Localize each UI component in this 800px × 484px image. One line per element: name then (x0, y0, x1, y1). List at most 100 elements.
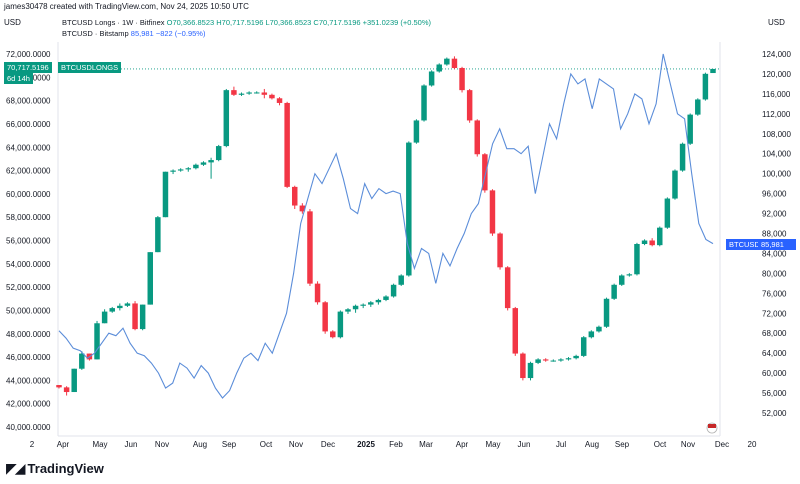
candle-body (223, 90, 230, 147)
candle-body (101, 311, 108, 324)
x-axis-label: Feb (389, 440, 403, 449)
candle-body (177, 169, 184, 171)
x-axis-label: Nov (681, 440, 695, 449)
candle-body (634, 243, 640, 275)
legend-series-1[interactable]: BTCUSD Longs · 1W · Bitfinex O70,366.852… (62, 18, 431, 27)
right-tick-label: 68,000 (762, 329, 787, 338)
x-axis-label: May (485, 440, 500, 449)
right-tick-label: 108,000 (762, 130, 791, 139)
candle-body (56, 385, 62, 388)
candle-body (307, 211, 313, 284)
right-tick-label: 56,000 (762, 389, 787, 398)
legend-series-2[interactable]: BTCUSD · Bitstamp 85,981 −822 (−0.95%) (62, 29, 205, 38)
x-axis-label: 2025 (357, 440, 375, 449)
x-axis-label: Sep (222, 440, 237, 449)
candle-body (679, 143, 686, 171)
candle-body (550, 360, 557, 362)
x-axis-label: Aug (585, 440, 599, 449)
candle-body (504, 267, 511, 309)
candle-body (360, 304, 366, 306)
candle-body (626, 274, 633, 276)
candle-body (63, 387, 70, 393)
candle-body (117, 305, 123, 309)
candle-body (428, 71, 435, 86)
candle-body (292, 186, 298, 206)
candle-body (352, 305, 359, 310)
candle-body (132, 303, 138, 330)
candle-body (580, 337, 587, 356)
candle-body (527, 362, 534, 379)
candle-body (185, 168, 192, 170)
x-axis-label: May (92, 440, 107, 449)
candle-body (421, 85, 427, 121)
candle-body (368, 302, 374, 305)
right-tick-label: 52,000 (762, 409, 787, 418)
left-tick-label: 46,000.0000 (6, 353, 51, 362)
x-axis-label: Oct (260, 440, 273, 449)
candle-body (558, 359, 564, 361)
candle-body (565, 358, 572, 360)
candle-body (299, 205, 306, 212)
candle-body (611, 284, 617, 299)
candle-body (695, 99, 701, 115)
legend-series-2-value: 85,981 (130, 29, 154, 38)
legend-series-1-ohlc: O70,366.8523 H70,717.5196 L70,366.8523 C… (166, 18, 432, 27)
chart-credit: james30478 created with TradingView.com,… (4, 2, 249, 11)
candle-body (573, 355, 579, 359)
right-tick-label: 80,000 (762, 269, 787, 278)
right-tick-label: 72,000 (762, 309, 787, 318)
left-tick-label: 56,000.0000 (6, 237, 51, 246)
right-tick-label: 84,000 (762, 249, 787, 258)
candle-body (451, 58, 458, 68)
left-tick-label: 54,000.0000 (6, 260, 51, 269)
tradingview-logo[interactable]: ◤◢ TradingView (6, 460, 104, 477)
candle-body (79, 353, 85, 369)
candle-body (436, 64, 442, 72)
candle-body (162, 171, 169, 218)
candle-body (238, 93, 245, 95)
candle-body (231, 90, 237, 95)
right-tick-label: 88,000 (762, 230, 787, 239)
candle-body (474, 120, 480, 155)
left-tick-label: 64,000.0000 (6, 143, 51, 152)
candle-body (657, 227, 663, 246)
candle-body (482, 154, 488, 191)
last-price-tag: 70,717.5196 (4, 62, 52, 73)
tradingview-logo-text: TradingView (27, 461, 104, 476)
left-tick-label: 42,000.0000 (6, 400, 51, 409)
left-tick-label: 66,000.0000 (6, 120, 51, 129)
x-axis-label: Dec (321, 440, 335, 449)
right-tick-label: 96,000 (762, 190, 787, 199)
candle-body (497, 233, 503, 268)
candle-body (337, 311, 344, 338)
legend-series-2-change: −822 (−0.95%) (155, 29, 206, 38)
legend-series-1-name: BTCUSD Longs · 1W · Bitfinex (62, 18, 165, 27)
candle-body (664, 198, 671, 228)
candle-body (124, 303, 131, 306)
x-axis-label: Dec (715, 440, 729, 449)
candle-body (94, 323, 100, 360)
left-tick-label: 68,000.0000 (6, 97, 51, 106)
candle-body (246, 92, 252, 94)
right-tick-label: 92,000 (762, 210, 787, 219)
candle-body (253, 92, 260, 94)
right-tick-label: 116,000 (762, 90, 791, 99)
candle-body (139, 304, 146, 330)
candle-body (603, 298, 610, 327)
candle-body (261, 92, 268, 95)
candle-body (193, 164, 199, 169)
btcusd-line (58, 53, 714, 399)
candle-body (489, 190, 496, 234)
left-tick-label: 44,000.0000 (6, 376, 51, 385)
left-tick-label: 50,000.0000 (6, 306, 51, 315)
right-tick-label: 76,000 (762, 289, 787, 298)
candle-body (147, 252, 153, 305)
candle-body (444, 58, 450, 65)
candle-body (641, 240, 648, 244)
candle-body (322, 302, 328, 332)
candle-body (687, 114, 693, 144)
candle-body (208, 160, 214, 163)
left-tick-label: 40,000.0000 (6, 423, 51, 432)
x-axis-label: 2 (30, 440, 35, 449)
